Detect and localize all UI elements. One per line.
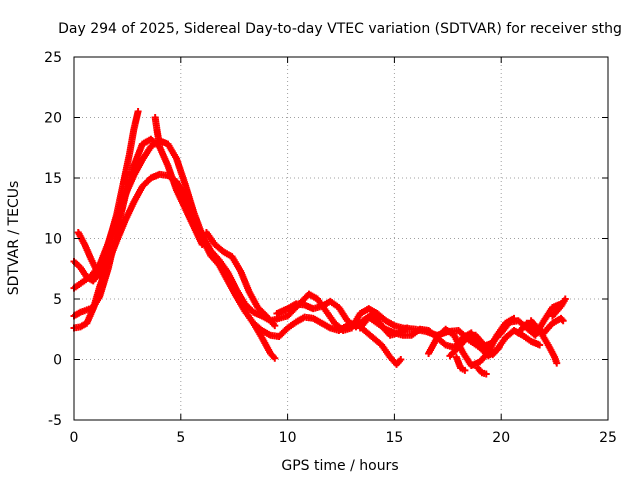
y-tick-label: 25 [44,50,62,66]
y-tick-label: -5 [48,413,62,429]
y-tick-label: 20 [44,111,62,127]
y-tick-label: 10 [44,232,62,248]
series-track-13 [452,353,469,374]
ticks-layer: 0 5 10 15 20 25 -5 0 5 10 15 20 25 [44,50,617,446]
series-track-17 [548,295,569,320]
data-point [553,359,561,367]
chart-title: Day 294 of 2025, Sidereal Day-to-day VTE… [58,21,622,37]
grid-layer [74,57,608,420]
data-point [134,107,142,115]
data-point [397,356,405,363]
y-axis-title: SDTVAR / TECUs [6,181,22,296]
series-track-7 [202,228,279,330]
data-point [559,317,567,325]
data-point [198,241,206,249]
data-point [461,366,469,374]
series-track-12 [446,331,503,360]
y-tick-label: 0 [53,353,62,369]
y-tick-label: 15 [44,171,62,187]
data-point [558,316,566,324]
series-track-8 [249,319,279,362]
data-point [271,354,279,362]
x-tick-label: 15 [385,430,403,446]
data-point [510,314,518,322]
series-track-16 [514,314,567,337]
x-tick-label: 10 [279,430,297,446]
series-track-5 [74,228,106,282]
series-layer [70,107,569,378]
series-track-6 [151,114,163,148]
series-track-14 [474,364,490,378]
series-track-1 [70,107,142,285]
data-point [482,370,490,378]
data-point [403,324,411,332]
data-point [271,322,279,330]
x-tick-label: 20 [492,430,510,446]
data-point [495,343,503,351]
x-axis-title: GPS time / hours [281,458,398,474]
x-tick-label: 5 [176,430,185,446]
y-tick-label: 5 [53,292,62,308]
data-point [98,274,106,282]
data-point [536,341,544,349]
x-tick-label: 0 [70,430,79,446]
data-point [155,140,163,148]
data-point [561,295,569,303]
x-tick-label: 25 [599,430,617,446]
